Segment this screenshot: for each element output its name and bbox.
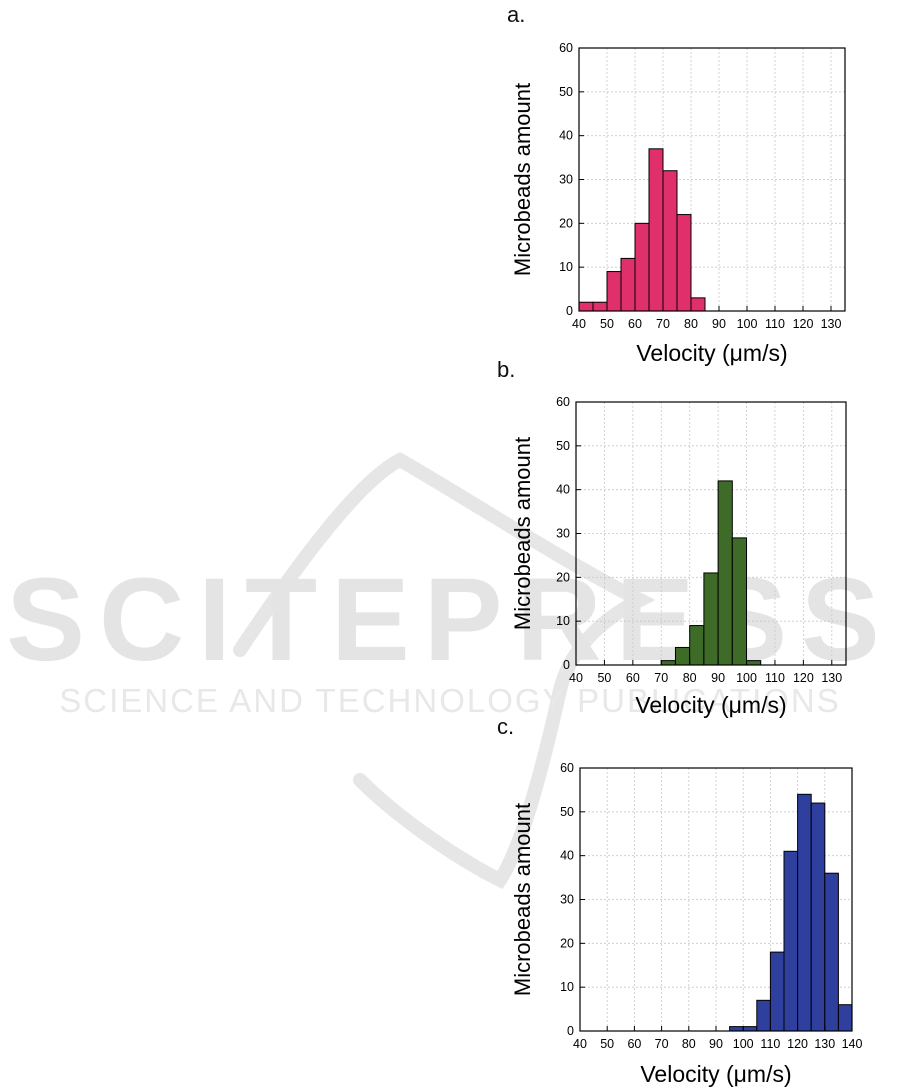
histogram-bar <box>824 872 839 1032</box>
x-tick-label: 100 <box>736 671 757 685</box>
y-tick-label: 30 <box>560 893 574 907</box>
y-tick-label: 30 <box>556 527 570 541</box>
x-tick-label: 100 <box>733 1037 754 1051</box>
y-tick-label: 10 <box>559 260 573 274</box>
x-tick-label: 60 <box>628 317 642 331</box>
x-axis-label: Velocity (μm/s) <box>640 1061 791 1087</box>
x-tick-label: 140 <box>842 1037 863 1051</box>
x-tick-label: 120 <box>793 317 814 331</box>
x-tick-label: 130 <box>814 1037 835 1051</box>
panel-label-a: a. <box>507 2 526 27</box>
x-tick-label: 110 <box>765 671 785 685</box>
x-tick-label: 110 <box>760 1037 780 1051</box>
y-axis-label: Microbeads amount <box>510 437 535 630</box>
x-tick-label: 120 <box>793 671 814 685</box>
x-tick-label: 80 <box>684 317 698 331</box>
watermark-swoosh <box>233 452 656 890</box>
histogram-bar <box>837 1004 853 1032</box>
x-tick-label: 130 <box>821 671 842 685</box>
y-tick-label: 40 <box>560 849 574 863</box>
x-tick-label: 80 <box>682 1037 696 1051</box>
histogram-bar <box>756 999 771 1032</box>
y-tick-label: 50 <box>559 85 573 99</box>
histogram-bar <box>689 625 705 666</box>
x-axis-label: Velocity (μm/s) <box>635 692 786 718</box>
y-tick-label: 10 <box>560 980 574 994</box>
y-tick-label: 60 <box>560 761 574 775</box>
x-tick-label: 100 <box>737 317 758 331</box>
histogram-chart-a: 0 10 20 30 40 50 60 40 50 60 70 80 90 100 110 120 130 Mic… <box>510 41 846 366</box>
histogram-bar <box>690 297 706 312</box>
histogram-bar <box>634 222 650 312</box>
histogram-bar <box>810 802 826 1032</box>
histogram-bar <box>606 271 622 312</box>
histogram-bar <box>662 170 678 312</box>
histogram-bar <box>648 148 664 312</box>
y-tick-label: 20 <box>560 936 574 950</box>
x-tick-label: 70 <box>654 671 668 685</box>
x-tick-label: 40 <box>572 317 586 331</box>
x-tick-label: 70 <box>656 317 670 331</box>
histogram-bar <box>717 480 733 666</box>
y-tick-label: 50 <box>560 805 574 819</box>
x-tick-label: 90 <box>711 671 725 685</box>
y-tick-label: 30 <box>559 173 573 187</box>
x-tick-label: 120 <box>787 1037 808 1051</box>
x-tick-label: 90 <box>712 317 726 331</box>
histogram-bar <box>746 660 762 666</box>
x-tick-label: 130 <box>821 317 842 331</box>
y-tick-label: 20 <box>559 216 573 230</box>
x-tick-label: 60 <box>627 1037 641 1051</box>
histogram-bar <box>676 214 692 312</box>
x-tick-label: 60 <box>626 671 640 685</box>
panel-label-b: b. <box>497 357 516 382</box>
y-tick-label: 60 <box>559 41 573 55</box>
histogram-bar <box>769 951 785 1032</box>
x-tick-label: 40 <box>573 1037 587 1051</box>
x-axis-label: Velocity (μm/s) <box>636 340 787 366</box>
x-tick-label: 50 <box>600 317 614 331</box>
histogram-bar <box>660 660 676 666</box>
y-tick-label: 10 <box>556 614 570 628</box>
histogram-bar <box>783 850 799 1032</box>
y-tick-label: 0 <box>566 304 573 318</box>
y-tick-label: 40 <box>556 483 570 497</box>
y-axis-label: Microbeads amount <box>510 803 535 996</box>
panel-label-c: c. <box>497 714 515 739</box>
x-tick-label: 70 <box>655 1037 669 1051</box>
histogram-chart-b: 0 10 20 30 40 50 60 40 50 60 70 80 90 100 110 120 130 Mic… <box>510 395 847 718</box>
histogram-bar <box>703 572 719 666</box>
y-tick-label: 50 <box>556 439 570 453</box>
histogram-bar <box>797 793 812 1032</box>
histogram-bar <box>620 257 636 312</box>
y-tick-label: 20 <box>556 570 570 584</box>
y-tick-label: 0 <box>563 658 570 672</box>
histogram-bar <box>729 1026 744 1032</box>
y-tick-label: 40 <box>559 129 573 143</box>
x-tick-label: 80 <box>683 671 697 685</box>
x-tick-label: 40 <box>569 671 583 685</box>
x-tick-label: 110 <box>765 317 785 331</box>
histogram-bar <box>674 646 691 666</box>
histogram-bar <box>731 537 748 666</box>
histogram-bar <box>578 301 594 312</box>
histogram-bar <box>592 301 608 312</box>
x-tick-label: 90 <box>709 1037 723 1051</box>
watermark-subtext: SCIENCE AND TECHNOLOGY PUBLICATIONS <box>59 682 841 719</box>
y-tick-label: 60 <box>556 395 570 409</box>
histogram-chart-c: 0 10 20 30 40 50 60 40 50 60 70 80 90 100 110 120 130 140… <box>510 761 863 1087</box>
y-axis-label: Microbeads amount <box>510 83 535 276</box>
x-tick-label: 50 <box>600 1037 614 1051</box>
histogram-bar <box>742 1026 758 1032</box>
y-tick-label: 0 <box>567 1024 574 1038</box>
x-tick-label: 50 <box>597 671 611 685</box>
